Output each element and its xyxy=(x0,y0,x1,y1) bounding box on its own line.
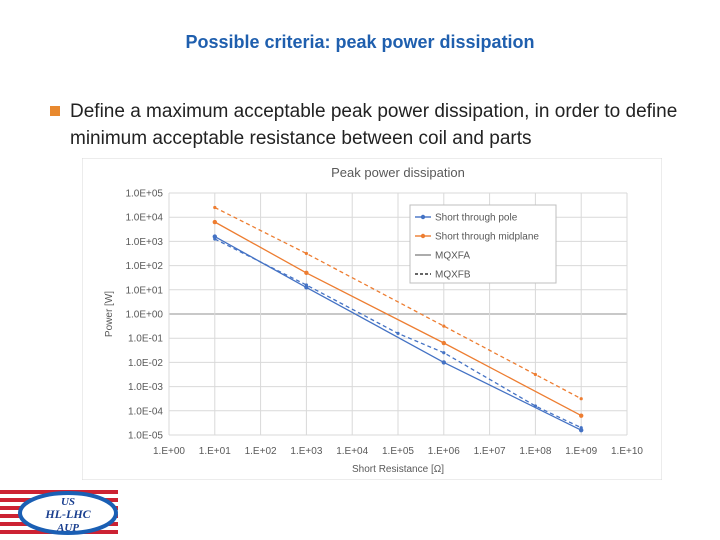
x-tick-label: 1.E+01 xyxy=(199,446,231,457)
peak-power-chart: Peak power dissipation 1.0E+05 1.0E+04 1.0E… xyxy=(82,158,662,480)
y-tick-label: 1.0E-04 xyxy=(128,406,163,417)
x-tick-label: 1.E+06 xyxy=(428,446,460,457)
data-point xyxy=(442,351,446,355)
data-point xyxy=(579,427,584,433)
y-tick-label: 1.0E-01 xyxy=(128,334,163,345)
x-tick-label: 1.E+03 xyxy=(290,446,322,457)
legend-label-2: Short through midplane xyxy=(435,232,539,243)
series-line-3 xyxy=(214,238,582,429)
legend-marker xyxy=(420,214,426,220)
y-tick-label: 1.0E+00 xyxy=(125,310,163,321)
legend-label-3: MQXFA xyxy=(435,251,470,262)
slide-title: Possible criteria: peak power dissipatio… xyxy=(185,32,535,52)
legend-marker xyxy=(420,233,426,239)
y-tick-label: 1.0E-03 xyxy=(128,382,163,393)
data-point xyxy=(533,372,537,377)
x-tick-label: 1.E+02 xyxy=(245,446,277,457)
data-point xyxy=(304,270,309,276)
x-tick-label: 1.E+04 xyxy=(336,446,368,457)
x-axis-label: Short Resistance [Ω] xyxy=(352,464,444,475)
data-point xyxy=(213,205,217,210)
bullet-square-icon xyxy=(50,106,60,116)
data-point xyxy=(441,360,446,365)
data-point xyxy=(304,285,309,290)
data-point xyxy=(442,324,446,328)
legend-box xyxy=(409,204,557,284)
y-tick-label: 1.0E+02 xyxy=(125,261,163,272)
x-tick-label: 1.E+07 xyxy=(474,446,506,457)
y-tick-label: 1.0E+04 xyxy=(125,213,163,224)
y-tick-label: 1.0E+01 xyxy=(125,285,163,296)
data-point xyxy=(304,251,308,256)
data-point xyxy=(579,426,583,430)
chart-title: Peak power dissipation xyxy=(331,165,465,180)
us-hl-lhc-aup-logo: US HL-LHC AUP xyxy=(0,490,118,535)
y-tick-label: 1.0E+05 xyxy=(125,189,163,200)
series-line-4 xyxy=(214,206,582,400)
bullet-point: Define a maximum acceptable peak power d… xyxy=(48,98,688,152)
bullet-text: Define a maximum acceptable peak power d… xyxy=(70,101,678,149)
legend-label-1: Short through pole xyxy=(435,213,518,224)
y-axis-label: Power [W] xyxy=(104,291,115,337)
data-point xyxy=(533,404,537,408)
series-line-2 xyxy=(214,221,582,417)
x-tick-label: 1.E+00 xyxy=(153,446,185,457)
logo-line3: AUP xyxy=(56,522,79,534)
x-tick-label: 1.E+08 xyxy=(519,446,551,457)
legend-label-4: MQXFB xyxy=(435,270,471,281)
data-point xyxy=(579,397,583,401)
y-tick-label: 1.0E-02 xyxy=(128,358,163,369)
logo-line2: HL-LHC xyxy=(44,507,91,521)
data-point xyxy=(441,340,446,346)
data-point xyxy=(212,219,217,225)
y-tick-label: 1.0E+03 xyxy=(125,237,163,248)
x-tick-label: 1.E+05 xyxy=(382,446,414,457)
data-point xyxy=(213,237,217,241)
data-point xyxy=(304,283,308,287)
x-tick-label: 1.E+09 xyxy=(565,446,597,457)
data-point xyxy=(579,413,584,418)
y-tick-label: 1.0E-05 xyxy=(128,431,163,442)
data-point xyxy=(212,234,217,239)
logo-line1: US xyxy=(61,496,75,508)
x-tick-label: 1.E+10 xyxy=(611,446,643,457)
data-point xyxy=(396,331,400,335)
